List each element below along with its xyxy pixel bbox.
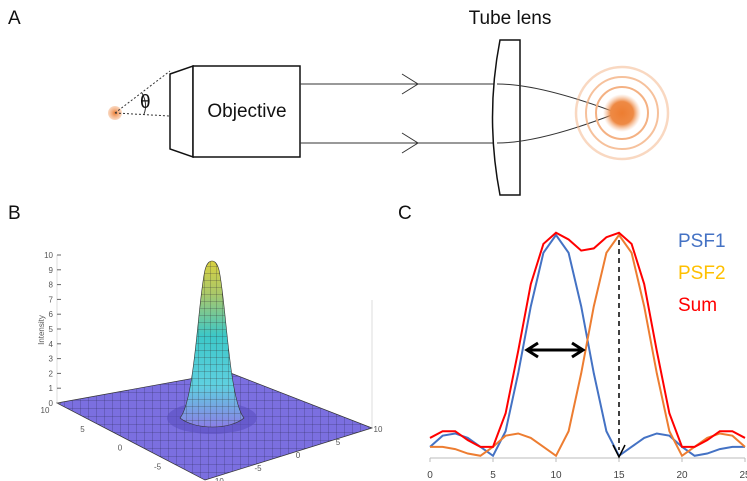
panel-label: A [8,8,21,29]
theta-label: θ [140,92,151,113]
page: {"panel_a": {"label": "A", "theta": "θ",… [0,0,747,481]
x-tick-label: 0 [427,470,433,481]
x-tick-label: 0 [118,444,123,453]
x-tick-label: 5 [490,470,496,481]
z-tick-label: 1 [49,384,54,393]
x-tick-label: 20 [676,470,688,481]
z-tick-label: 3 [49,355,54,364]
z-tick-label: 8 [49,281,54,290]
ray-arrows [402,74,418,153]
figure: A θ Objective Tube lens B Intensity 0 1 2 3… [0,0,747,481]
x-tick-label: -5 [154,462,162,471]
z-tick-label: 9 [49,266,54,275]
panel-label: C [398,203,412,224]
x-tick-label: 15 [613,470,625,481]
y-tick-label: -10 [212,477,224,481]
tube-lens [493,40,521,195]
z-tick-label: 2 [49,369,54,378]
objective-label: Objective [207,101,286,122]
tube-lens-label: Tube lens [469,8,552,29]
y-tick-label: -5 [254,464,262,473]
legend-label: PSF2 [678,263,726,284]
z-tick-label: 10 [44,251,53,260]
z-tick-label: 7 [49,295,54,304]
focal-spot [603,94,641,132]
z-tick-label: 4 [49,340,54,349]
x-tick-label: 10 [550,470,562,481]
parallel-rays [300,84,497,143]
legend-label: PSF1 [678,231,726,252]
x-tick-label: 10 [41,406,50,415]
z-tick-label: 5 [49,325,54,334]
y-tick-label: 0 [296,451,301,460]
y-tick-label: 10 [374,425,383,434]
legend-label: Sum [678,295,717,316]
surface-peak-mesh [180,261,244,427]
z-tick-label: 6 [49,310,54,319]
panel-label: B [8,203,21,224]
x-tick-label: 5 [80,425,85,434]
y-tick-label: 5 [336,438,341,447]
z-axis-label: Intensity [37,315,46,345]
objective-front [170,66,193,157]
x-tick-label: 25 [739,470,747,481]
